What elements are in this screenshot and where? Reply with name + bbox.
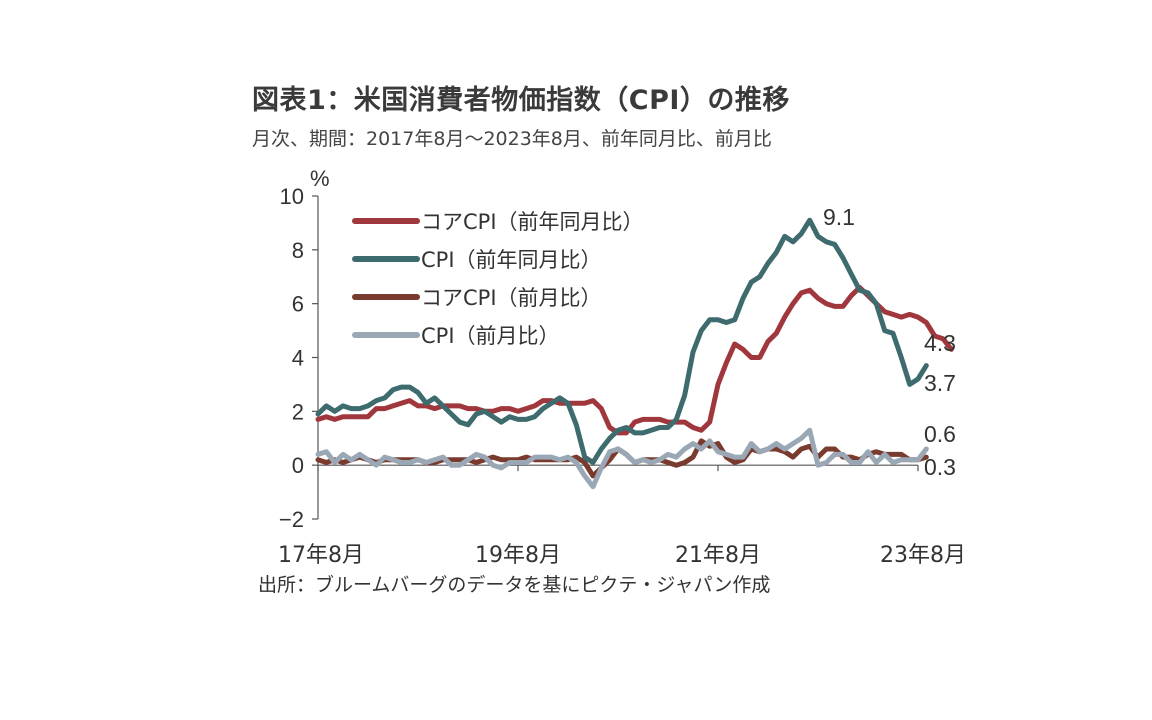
data-label-0: 9.1 bbox=[823, 204, 855, 230]
y-tick-label: −2 bbox=[279, 507, 304, 532]
data-label-4: 0.3 bbox=[924, 454, 956, 480]
legend: コアCPI（前年同月比） CPI（前年同月比） コアCPI（前月比） CPI（前月比） bbox=[352, 210, 644, 348]
chart-subtitle: 月次、期間：2017年8月～2023年8月、前年同月比、前月比 bbox=[252, 128, 772, 150]
data-label-2: 3.7 bbox=[924, 370, 956, 396]
x-tick-label: 21年8月 bbox=[675, 543, 761, 568]
data-label-3: 0.6 bbox=[924, 421, 956, 447]
chart-title: 図表1：米国消費者物価指数（CPI）の推移 bbox=[252, 85, 790, 116]
y-tick-label: 8 bbox=[292, 238, 304, 263]
x-tick-label: 17年8月 bbox=[278, 543, 364, 568]
axes: %10 8 6 4 2 0 −2 17年8月 19年8月 21年8月 23年8月 bbox=[278, 166, 966, 568]
y-tick-label: 6 bbox=[292, 292, 304, 317]
series-line-0 bbox=[315, 285, 954, 436]
x-tick-label: 23年8月 bbox=[880, 543, 966, 568]
series-group bbox=[315, 217, 954, 490]
legend-label-0: コアCPI（前年同月比） bbox=[421, 210, 644, 234]
y-tick-label: 4 bbox=[292, 346, 304, 371]
y-tick-label: 0 bbox=[292, 453, 304, 478]
series-line-2 bbox=[315, 438, 929, 479]
series-line-1 bbox=[315, 217, 929, 465]
annotations: 9.1 4.3 3.7 0.6 0.3 bbox=[823, 204, 956, 480]
data-label-1: 4.3 bbox=[924, 330, 956, 356]
y-tick-label: 2 bbox=[292, 399, 304, 424]
legend-label-2: コアCPI（前月比） bbox=[421, 286, 602, 310]
x-tick-label: 19年8月 bbox=[475, 543, 561, 568]
legend-label-1: CPI（前年同月比） bbox=[421, 248, 602, 272]
y-tick-label: 10 bbox=[280, 184, 304, 209]
y-axis-unit: % bbox=[310, 166, 330, 191]
source-note: 出所：ブルームバーグのデータを基にピクテ・ジャパン作成 bbox=[258, 574, 771, 596]
series-line-3 bbox=[315, 427, 929, 490]
legend-label-3: CPI（前月比） bbox=[421, 324, 560, 348]
